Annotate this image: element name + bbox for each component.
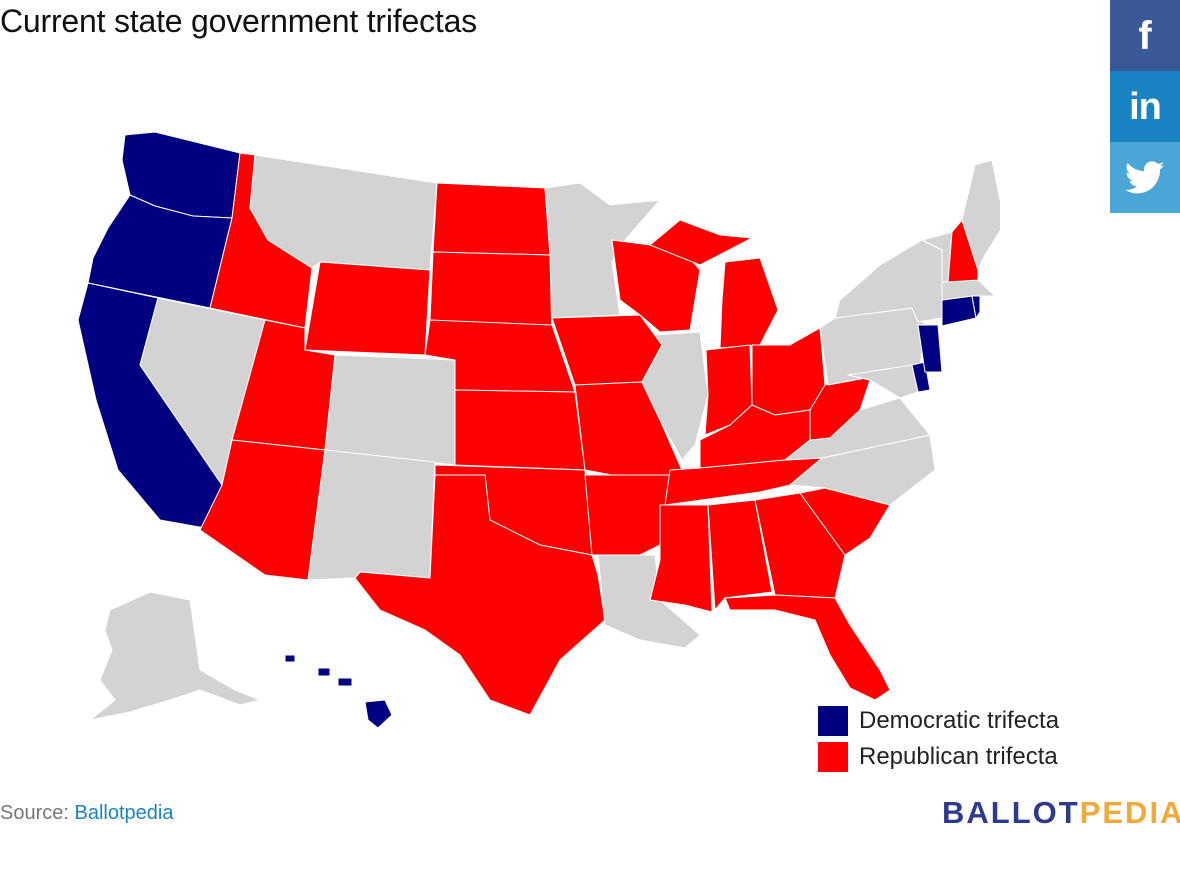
state-la[interactable] bbox=[597, 554, 701, 649]
legend-item-democratic: Democratic trifecta bbox=[818, 703, 1059, 738]
logo-part-1: BALLOT bbox=[942, 795, 1080, 830]
legend-label-republican: Republican trifecta bbox=[859, 742, 1058, 770]
legend-swatch-democratic bbox=[818, 705, 848, 736]
state-sc[interactable] bbox=[799, 487, 891, 556]
twitter-icon bbox=[1125, 160, 1165, 193]
us-states-map bbox=[77, 131, 1000, 729]
logo-part-2: PEDIA bbox=[1079, 795, 1180, 830]
share-bar: f in bbox=[1110, 0, 1180, 213]
facebook-icon: f bbox=[1138, 13, 1152, 58]
legend-label-democratic: Democratic trifecta bbox=[859, 706, 1060, 734]
state-ak[interactable] bbox=[89, 591, 261, 721]
legend: Democratic trifecta Republican trifecta bbox=[818, 703, 1059, 775]
state-al[interactable] bbox=[707, 499, 773, 611]
state-nd[interactable] bbox=[432, 182, 551, 256]
state-ga[interactable] bbox=[754, 492, 846, 599]
state-tx[interactable] bbox=[354, 474, 606, 716]
source-prefix: Source: bbox=[0, 802, 75, 824]
state-ks[interactable] bbox=[454, 389, 586, 471]
state-fl[interactable] bbox=[724, 594, 891, 701]
state-ny[interactable] bbox=[834, 239, 943, 323]
ballotpedia-logo[interactable]: BALLOTPEDIA bbox=[942, 795, 1180, 831]
source-link[interactable]: Ballotpedia bbox=[74, 802, 174, 824]
state-il[interactable] bbox=[641, 331, 709, 461]
linkedin-icon: in bbox=[1129, 85, 1162, 128]
state-nh[interactable] bbox=[947, 219, 979, 283]
map-title: Current state government trifectas bbox=[0, 3, 477, 39]
state-vt[interactable] bbox=[921, 231, 953, 283]
twitter-share-button[interactable] bbox=[1110, 142, 1180, 213]
state-co[interactable] bbox=[324, 354, 456, 466]
state-hi[interactable] bbox=[284, 654, 393, 729]
legend-item-republican: Republican trifecta bbox=[818, 739, 1059, 774]
state-wy[interactable] bbox=[304, 261, 431, 356]
state-ar[interactable] bbox=[584, 474, 671, 556]
state-nm[interactable] bbox=[307, 449, 436, 581]
facebook-share-button[interactable]: f bbox=[1110, 0, 1180, 71]
state-oh[interactable] bbox=[751, 327, 826, 416]
state-me[interactable] bbox=[961, 159, 1000, 271]
legend-swatch-republican bbox=[818, 741, 848, 772]
state-md[interactable] bbox=[847, 364, 919, 399]
source-line: Source: Ballotpedia bbox=[0, 802, 173, 825]
linkedin-share-button[interactable]: in bbox=[1110, 71, 1180, 142]
state-nj[interactable] bbox=[917, 324, 943, 373]
state-ct[interactable] bbox=[941, 295, 977, 327]
